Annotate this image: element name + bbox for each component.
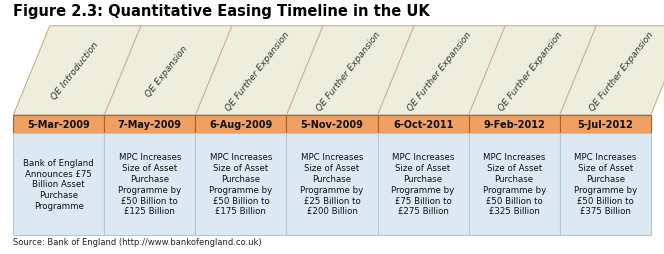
Text: 5-Jul-2012: 5-Jul-2012 xyxy=(577,119,633,130)
Text: 5-Mar-2009: 5-Mar-2009 xyxy=(27,119,90,130)
Bar xyxy=(378,116,469,133)
Bar xyxy=(469,116,560,133)
Text: 7-May-2009: 7-May-2009 xyxy=(118,119,182,130)
Text: QE Further Expansion: QE Further Expansion xyxy=(224,30,291,112)
Text: Source: Bank of England (http://www.bankofengland.co.uk): Source: Bank of England (http://www.bank… xyxy=(13,237,262,246)
Text: MPC Increases
Size of Asset
Purchase
Programme by
£50 Billion to
£375 Billion: MPC Increases Size of Asset Purchase Pro… xyxy=(574,153,637,215)
Text: QE Further Expansion: QE Further Expansion xyxy=(315,30,382,112)
Text: MPC Increases
Size of Asset
Purchase
Programme by
£50 Billion to
£175 Billion: MPC Increases Size of Asset Purchase Pro… xyxy=(209,153,272,215)
Bar xyxy=(195,116,286,133)
Text: QE Further Expansion: QE Further Expansion xyxy=(588,30,655,112)
Text: MPC Increases
Size of Asset
Purchase
Programme by
£50 Billion to
£125 Billion: MPC Increases Size of Asset Purchase Pro… xyxy=(118,153,181,215)
Bar xyxy=(13,116,104,133)
Text: MPC Increases
Size of Asset
Purchase
Programme by
£25 Billion to
£200 Billion: MPC Increases Size of Asset Purchase Pro… xyxy=(300,153,364,215)
Bar xyxy=(560,133,651,235)
Bar xyxy=(286,116,378,133)
Bar xyxy=(469,133,560,235)
Bar xyxy=(378,133,469,235)
Text: Bank of England
Announces £75
Billion Asset
Purchase
Programme: Bank of England Announces £75 Billion As… xyxy=(23,158,94,210)
Text: QE Further Expansion: QE Further Expansion xyxy=(406,30,473,112)
Bar xyxy=(560,116,651,133)
Text: QE Expansion: QE Expansion xyxy=(143,44,189,98)
Text: Figure 2.3: Quantitative Easing Timeline in the UK: Figure 2.3: Quantitative Easing Timeline… xyxy=(13,4,430,19)
Bar xyxy=(195,133,286,235)
Bar xyxy=(104,116,195,133)
Bar xyxy=(104,133,195,235)
Text: 6-Aug-2009: 6-Aug-2009 xyxy=(209,119,272,130)
Bar xyxy=(13,133,104,235)
Text: MPC Increases
Size of Asset
Purchase
Programme by
£75 Billion to
£275 Billion: MPC Increases Size of Asset Purchase Pro… xyxy=(392,153,455,215)
Text: MPC Increases
Size of Asset
Purchase
Programme by
£50 Billion to
£325 Billion: MPC Increases Size of Asset Purchase Pro… xyxy=(483,153,546,215)
Bar xyxy=(286,133,378,235)
Text: 6-Oct-2011: 6-Oct-2011 xyxy=(393,119,454,130)
Polygon shape xyxy=(13,27,664,116)
Text: QE Introduction: QE Introduction xyxy=(50,41,100,102)
Text: QE Further Expansion: QE Further Expansion xyxy=(497,30,564,112)
Text: 9-Feb-2012: 9-Feb-2012 xyxy=(483,119,545,130)
Text: 5-Nov-2009: 5-Nov-2009 xyxy=(301,119,363,130)
